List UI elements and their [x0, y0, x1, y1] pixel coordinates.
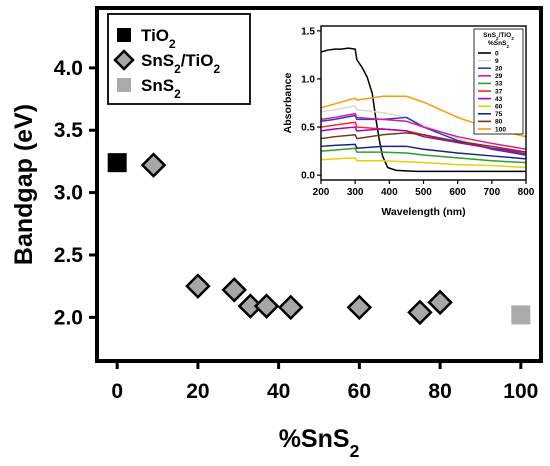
- inset-y-tick-label: 0.5: [301, 123, 315, 134]
- tio2-point: [107, 153, 127, 173]
- composite-point: [253, 293, 280, 319]
- inset-legend-label: 33: [495, 81, 503, 88]
- y-tick-label: 2.5: [54, 244, 84, 267]
- x-tick-label: 80: [428, 380, 451, 403]
- inset-y-tick-label: 0.0: [301, 171, 315, 182]
- x-tick-label: 40: [267, 380, 290, 403]
- spectrum-line-60: [320, 157, 527, 169]
- spectrum-line-29: [320, 112, 527, 150]
- y-tick-label: 4.0: [54, 57, 83, 80]
- x-tick-label: 20: [186, 380, 209, 403]
- legend-composite-label: SnS2/TiO2: [141, 51, 220, 76]
- inset-legend-label: 75: [495, 111, 503, 118]
- spectrum-line-75: [320, 143, 527, 160]
- composite-point: [221, 277, 248, 303]
- inset-legend-label: 43: [495, 96, 503, 103]
- inset-legend-box: [473, 28, 524, 135]
- inset-legend-label: 37: [495, 88, 503, 95]
- legend-sns2-marker: [117, 78, 131, 92]
- inset-x-tick-label: 600: [449, 187, 466, 198]
- y-axis-title: Bandgap (eV): [10, 104, 38, 265]
- inset-y-axis-title: Absorbance: [282, 73, 294, 134]
- inset-legend-subtitle: %SnS2: [488, 40, 510, 49]
- x-tick-label: 60: [348, 380, 371, 403]
- inset-chart: 200 300 400 500 600 700 8000.00.51.01.5Wavelen…: [282, 25, 535, 218]
- composite-point: [346, 294, 373, 321]
- spectrum-line-43: [320, 126, 527, 155]
- legend-tio2-marker: [117, 28, 131, 42]
- inset-y-tick-label: 1.0: [301, 74, 315, 85]
- y-tick-label: 3.0: [54, 182, 83, 205]
- composite-point: [427, 289, 453, 316]
- inset-x-tick-label: 200: [313, 187, 330, 198]
- inset-x-tick-label: 400: [381, 187, 398, 198]
- inset-legend-label: 29: [495, 73, 503, 80]
- y-tick-label: 2.0: [54, 306, 83, 329]
- sns2-point: [511, 305, 531, 325]
- spectrum-line-0: [320, 47, 526, 173]
- x-tick-label: 100: [503, 380, 538, 403]
- legend-tio2-label: TiO2: [141, 26, 176, 51]
- inset-legend-label: 20: [495, 66, 503, 73]
- plot-frame: [95, 6, 543, 363]
- inset-legend-label: 9: [495, 58, 499, 65]
- composite-point: [407, 299, 433, 326]
- composite-point: [185, 273, 211, 299]
- legend-sns2-label: SnS2: [141, 76, 181, 101]
- y-tick-label: 3.5: [54, 119, 84, 142]
- x-tick-label: 0: [111, 380, 123, 403]
- inset-legend-label: 80: [495, 119, 503, 126]
- inset-legend-title: SnS2/TiO2: [483, 32, 514, 41]
- inset-y-tick-label: 1.5: [301, 26, 315, 37]
- inset-x-tick-label: 500: [415, 187, 432, 198]
- inset-x-tick-label: 300: [347, 187, 364, 198]
- inset-legend-label: 0: [495, 50, 499, 57]
- legend-composite-marker: [113, 49, 135, 71]
- composite-point: [277, 294, 304, 321]
- inset-legend-label: 100: [495, 126, 506, 133]
- inset-x-tick-label: 700: [483, 187, 500, 198]
- inset-legend-label: 60: [495, 104, 503, 111]
- spectrum-line-33: [320, 147, 527, 164]
- inset-x-tick-label: 800: [518, 187, 535, 198]
- inset-x-axis-title: Wavelength (nm): [381, 206, 465, 218]
- composite-point: [140, 152, 167, 178]
- x-axis-title: %SnS2: [279, 425, 360, 461]
- spectrum-line-80: [320, 132, 527, 153]
